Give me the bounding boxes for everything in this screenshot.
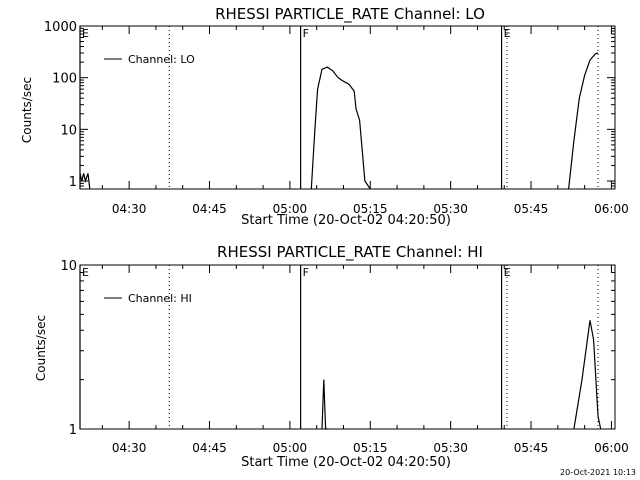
- series-line-channel-lo: [310, 66, 371, 190]
- series-line-channel-hi: [573, 320, 602, 430]
- x-tick-label: 05:45: [514, 202, 549, 216]
- y-axis-label: Counts/sec: [34, 315, 48, 381]
- chart-lo-channel: RHESSI PARTICLE_RATE Channel: LO Start T…: [20, 5, 629, 228]
- series-line-channel-lo: [79, 173, 91, 190]
- x-tick-label: 05:15: [353, 441, 388, 455]
- y-tick-label: 10: [60, 123, 77, 138]
- legend: Channel: LO: [104, 53, 195, 66]
- chart-hi-channel: RHESSI PARTICLE_RATE Channel: HI Start T…: [34, 243, 629, 470]
- series-line-channel-lo: [568, 52, 599, 190]
- chart-title: RHESSI PARTICLE_RATE Channel: LO: [215, 5, 485, 24]
- legend: Channel: HI: [104, 292, 192, 305]
- y-tick-label: 1000: [44, 20, 77, 35]
- x-tick-label: 05:30: [433, 202, 468, 216]
- x-tick-label: 04:30: [112, 202, 147, 216]
- x-tick-label: 05:00: [273, 441, 308, 455]
- event-marker-label: E: [504, 266, 511, 279]
- event-marker-label: E: [82, 266, 89, 279]
- legend-label: Channel: HI: [128, 292, 192, 305]
- x-tick-label: 04:30: [112, 441, 147, 455]
- y-tick-label: 1: [69, 423, 77, 438]
- plot-frame: [79, 25, 616, 190]
- x-tick-label: 05:45: [514, 441, 549, 455]
- x-axis-label: Start Time (20-Oct-02 04:20:50): [241, 455, 451, 470]
- x-tick-label: 05:15: [353, 202, 388, 216]
- plot-frame: [79, 264, 616, 430]
- y-tick-label: 10: [60, 259, 77, 274]
- y-axis-label: Counts/sec: [20, 77, 34, 143]
- x-tick-label: 06:00: [594, 202, 629, 216]
- x-tick-label: 06:00: [594, 441, 629, 455]
- series-line-channel-hi: [321, 379, 328, 430]
- y-tick-label: 100: [52, 72, 77, 87]
- chart-title: RHESSI PARTICLE_RATE Channel: HI: [217, 243, 483, 262]
- x-tick-label: 04:45: [192, 441, 227, 455]
- event-marker-label: E: [504, 27, 511, 40]
- event-marker-label: F: [303, 27, 309, 40]
- x-tick-label: 05:00: [273, 202, 308, 216]
- x-tick-label: 05:30: [433, 441, 468, 455]
- event-marker-label: F: [303, 266, 309, 279]
- legend-label: Channel: LO: [128, 53, 195, 66]
- event-marker-label: E: [82, 27, 89, 40]
- x-axis-label: Start Time (20-Oct-02 04:20:50): [241, 213, 451, 228]
- x-tick-label: 04:45: [192, 202, 227, 216]
- footer-timestamp: 20-Oct-2021 10:13: [560, 468, 636, 477]
- y-tick-label: 1: [69, 175, 77, 190]
